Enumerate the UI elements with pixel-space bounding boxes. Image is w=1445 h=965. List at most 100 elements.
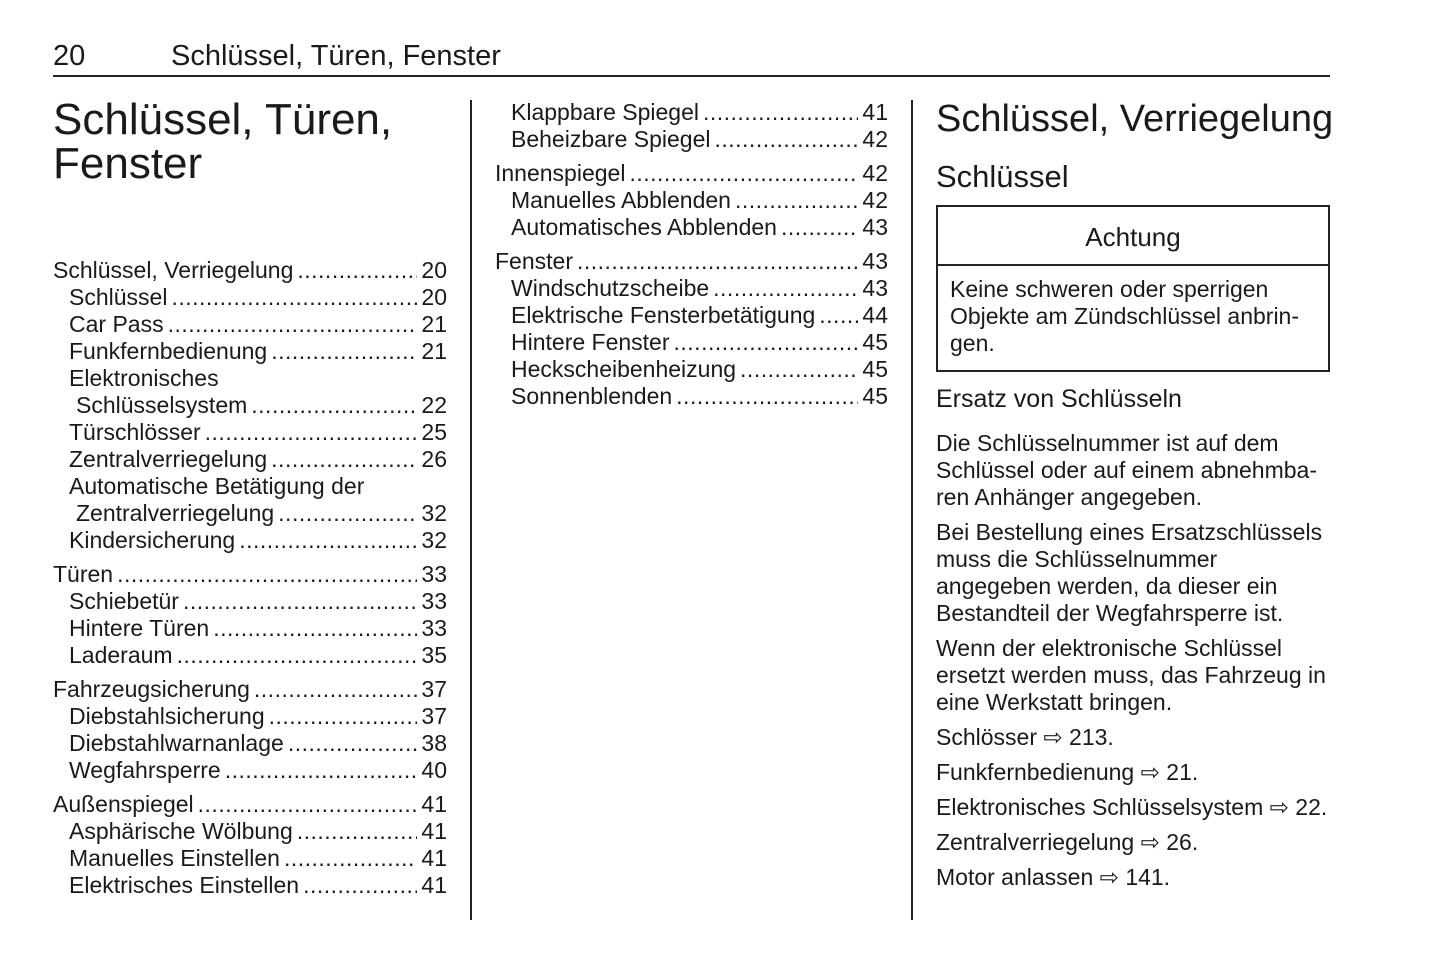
toc-entry-page: 37 [421,676,447,702]
toc-middle: Klappbare Spiegel41Beheizbare Spiegel42 I… [495,99,888,410]
toc-entry-label: Klappbare Spiegel [511,99,699,125]
toc-entry-label: Innenspiegel [495,160,626,186]
toc-entry[interactable]: Automatisches Abblenden 43 [495,214,888,241]
header-rule [53,75,1330,77]
page-number: 20 [53,40,86,72]
reference-page: 21. [1166,759,1199,785]
dot-leader [271,446,417,473]
toc-entry[interactable]: Klappbare Spiegel 41 [495,99,888,126]
toc-entry-page: 43 [862,214,888,240]
dot-leader [254,676,418,703]
toc-entry-label: Wegfahrsperre [69,757,221,783]
dot-leader [674,329,859,356]
toc-entry-page: 21 [421,311,447,337]
toc-entry[interactable]: Sonnenblenden 45 [495,383,888,410]
toc-entry[interactable]: Fahrzeugsicherung 37 [53,676,447,703]
dot-leader [168,311,418,338]
cross-reference[interactable]: Zentralverriegelung ⇨ 26. [936,829,1336,856]
toc-entry-page: 41 [421,791,447,817]
toc-entry-page: 32 [421,527,447,553]
toc-entry[interactable]: Türschlösser 25 [53,419,447,446]
cross-reference[interactable]: Funkfernbedienung ⇨ 21. [936,759,1336,786]
toc-entry-page: 37 [421,703,447,729]
toc-entry-label: Fahrzeugsicherung [53,676,250,702]
toc-entry-label: Diebstahlsicherung [69,703,265,729]
toc-entry-page: 45 [862,356,888,382]
toc-entry[interactable]: Türen 33 [53,561,447,588]
column-divider [911,100,913,920]
toc-entry[interactable]: Heckscheibenheizung 45 [495,356,888,383]
cross-reference[interactable]: Schlösser ⇨ 213. [936,724,1336,751]
toc-entry-page: 43 [862,248,888,274]
toc-entry[interactable]: Schlüssel 20 [53,284,447,311]
toc-entry-page: 33 [421,615,447,641]
toc-entry[interactable]: Diebstahlwarnanlage 38 [53,730,447,757]
toc-entry-label: Elektrisches Einstellen [69,872,300,898]
dot-leader [713,275,858,302]
toc-entry[interactable]: Schiebetür 33 [53,588,447,615]
toc-entry[interactable]: Car Pass 21 [53,311,447,338]
cross-reference[interactable]: Elektronisches Schlüsselsystem ⇨ 22. [936,794,1336,821]
arrow-right-icon: ⇨ [1140,759,1160,785]
toc-entry[interactable]: Manuelles Abblenden 42 [495,187,888,214]
paragraph: Die Schlüsselnummer ist auf dem Schlüsse… [936,430,1318,510]
toc-entry[interactable]: Zentralverriegelung 26 [53,446,447,473]
toc-entry[interactable]: Hintere Fenster 45 [495,329,888,356]
dot-leader [223,365,443,392]
toc-entry[interactable]: Manuelles Einstellen 41 [53,845,447,872]
toc-entry[interactable]: Elektrisches Einstellen 41 [53,872,447,899]
toc-entry[interactable]: Asphärische Wölbung 41 [53,818,447,845]
section-heading: Ersatz von Schlüsseln [936,385,1182,413]
dot-leader [703,99,858,126]
reference-label: Zentralverriegelung [936,829,1135,855]
toc-entry[interactable]: Außenspiegel 41 [53,791,447,818]
reference-page: 141. [1125,864,1171,890]
reference-page: 213. [1069,724,1114,750]
toc-entry-label: Heckscheibenheizung [511,356,737,382]
arrow-right-icon: ⇨ [1043,724,1063,750]
dot-leader [676,383,858,410]
toc-entry-label: Asphärische Wölbung [69,818,293,844]
toc-entry[interactable]: Wegfahrsperre 40 [53,757,447,784]
toc-entry-label: Fenster [495,248,573,274]
toc-entry[interactable]: Elektronisches [53,365,447,392]
dot-leader [781,214,858,241]
toc-entry[interactable]: Diebstahlsicherung 37 [53,703,447,730]
dot-leader [629,160,858,187]
toc-entry-label: Beheizbare Spiegel [511,126,711,152]
toc-entry[interactable]: Schlüssel, Verriegelung 20 [53,257,447,284]
toc-entry-page: 33 [421,561,447,587]
toc-entry[interactable]: Automatische Betätigung der [53,473,447,500]
dot-leader [251,392,417,419]
dot-leader [278,500,417,527]
toc-entry[interactable]: Fenster 43 [495,248,888,275]
toc-entry[interactable]: Schlüsselsystem 22 [53,392,447,419]
toc-entry-label: Hintere Türen [69,615,210,641]
dot-leader [269,703,418,730]
toc-entry-label: Laderaum [69,642,173,668]
toc-entry[interactable]: Windschutzscheibe 43 [495,275,888,302]
dot-leader [577,248,858,275]
reference-label: Funkfernbedienung [936,759,1135,785]
dot-leader [225,757,418,784]
cross-reference[interactable]: Motor anlassen ⇨ 141. [936,864,1336,891]
toc-entry[interactable]: Innenspiegel 42 [495,160,888,187]
toc-entry-label: Kindersicherung [69,527,236,553]
toc-entry-label: Türschlösser [69,419,201,445]
dot-leader [239,527,417,554]
toc-entry[interactable]: Elektrische Fensterbetätigung 44 [495,302,888,329]
dot-leader [297,818,418,845]
toc-entry[interactable]: Funkfernbedienung 21 [53,338,447,365]
toc-entry-page: 41 [421,818,447,844]
caution-heading: Achtung [938,207,1328,266]
toc-entry-page: 41 [421,872,447,898]
toc-entry-label: Automatische Betätigung der [69,473,365,499]
toc-entry[interactable]: Kindersicherung 32 [53,527,447,554]
dot-leader [271,338,417,365]
toc-entry-page: 26 [421,446,447,472]
toc-entry[interactable]: Hintere Türen 33 [53,615,447,642]
toc-entry[interactable]: Beheizbare Spiegel 42 [495,126,888,153]
toc-entry[interactable]: Zentralverriegelung 32 [53,500,447,527]
toc-entry[interactable]: Laderaum 35 [53,642,447,669]
